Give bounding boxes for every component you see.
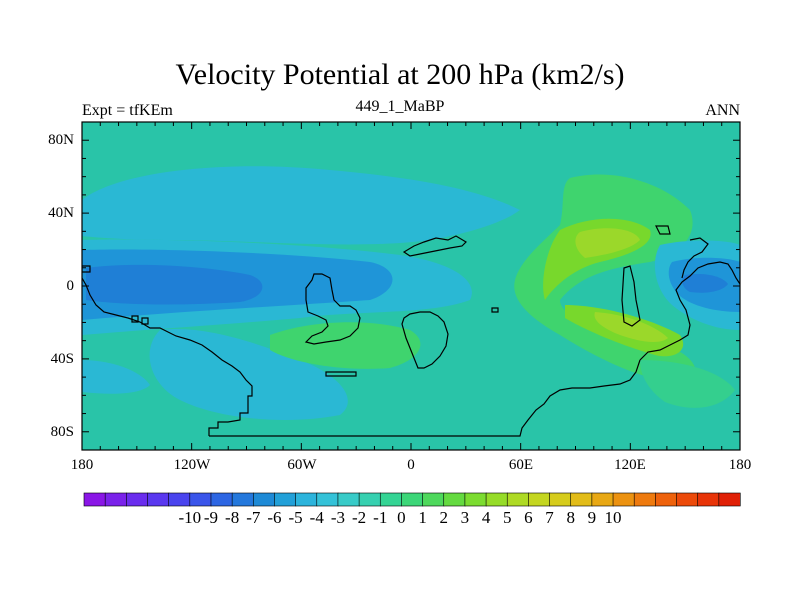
coastline-indian-region [621, 265, 641, 327]
colorbar-swatch [676, 492, 699, 507]
colorbar-swatch [718, 492, 741, 507]
colorbar-label: 3 [460, 508, 470, 527]
colorbar-swatch [379, 492, 403, 507]
lon-label-60w: 60W [287, 457, 317, 473]
colorbar-swatch [231, 492, 254, 507]
contour-green-asia [514, 174, 696, 383]
colorbar-label: -2 [352, 508, 367, 527]
season-label: ANN [705, 102, 740, 119]
lon-label-180e: 180 [728, 457, 752, 473]
colorbar-label: -9 [203, 508, 219, 527]
colorbar-swatch [316, 492, 339, 507]
coastline-korea [681, 237, 709, 279]
colorbar-swatch [612, 492, 635, 507]
colorbar-label: 0 [397, 508, 406, 527]
lat-label-80n: 80N [48, 132, 74, 148]
colorbar-swatch [485, 492, 508, 507]
colorbar-label: -6 [267, 508, 282, 527]
coastline-island-5 [82, 265, 91, 273]
colorbar-swatch [189, 492, 212, 507]
lat-label-80s: 80S [50, 424, 74, 440]
colorbar-swatch [528, 492, 551, 507]
plot-title: Velocity Potential at 200 hPa (km2/s) [175, 58, 625, 91]
lat-label-0: 0 [66, 278, 75, 294]
colorbar-label: 9 [587, 508, 597, 527]
lon-label-180w: 180 [70, 457, 94, 473]
colorbar-swatch [358, 492, 381, 507]
colorbar-swatch [168, 492, 191, 507]
colorbar-swatch [422, 492, 445, 507]
lon-label-120e: 120E [614, 457, 646, 473]
experiment-label: Expt = tfKEm [82, 102, 173, 119]
lon-label-60e: 60E [508, 457, 534, 473]
colorbar-label: -7 [246, 508, 261, 527]
coastline-japan [655, 225, 671, 235]
contour-light-blue-north [82, 166, 520, 245]
colorbar-label: 2 [439, 508, 448, 527]
coastline-australia [639, 261, 740, 361]
coastline-europe [402, 235, 467, 257]
coastline-island-2 [141, 317, 149, 325]
lat-label-40s: 40S [50, 351, 74, 367]
colorbar-label: 10 [604, 508, 622, 527]
colorbar-label: -8 [225, 508, 240, 527]
coastline-south-america [304, 273, 361, 345]
colorbar-swatch [295, 492, 318, 507]
contour-dark-blue-pacific [682, 274, 728, 293]
colorbar-label: -1 [373, 508, 388, 527]
contour-field [82, 122, 740, 450]
colorbar-swatch [147, 492, 170, 507]
coastline-antarctica [82, 277, 641, 437]
coastline-island-4 [491, 307, 499, 313]
colorbar-swatch [570, 492, 593, 507]
colorbar-swatch [104, 492, 127, 507]
colorbar-label: 1 [418, 508, 427, 527]
coastlines [82, 225, 740, 437]
colorbar-label: 5 [502, 508, 512, 527]
colorbar-label: -5 [288, 508, 303, 527]
colorbar-swatch [274, 492, 297, 507]
colorbar-swatch [697, 492, 720, 507]
colorbar-swatch [591, 492, 614, 507]
colorbar-label: 7 [545, 508, 554, 527]
contour-yellow-green-indian [594, 312, 668, 342]
colorbar-swatch [337, 492, 360, 507]
colorbar-swatch [443, 492, 466, 507]
colorbar-swatch [210, 492, 233, 507]
contour-light-blue-sw [82, 360, 150, 394]
contour-dark-blue-equator [86, 264, 263, 305]
colorbar-label: 8 [566, 508, 575, 527]
contour-yellow-green-asia [575, 228, 640, 258]
lat-label-40n: 40N [48, 205, 74, 221]
lon-label-120w: 120W [173, 457, 211, 473]
colorbar-swatch [401, 492, 424, 507]
colorbar-label: 4 [481, 508, 491, 527]
colorbar-swatch [549, 492, 572, 507]
lon-label-0: 0 [407, 457, 415, 473]
contour-light-blue-south [149, 329, 348, 420]
case-label: 449_1_MaBP [355, 98, 445, 115]
coastline-island-1 [131, 315, 139, 323]
colorbar-swatch [655, 492, 678, 507]
contour-green-atlantic [270, 322, 421, 369]
colorbar-swatch [83, 492, 106, 507]
colorbar-swatch [464, 492, 487, 507]
colorbar-label: -10 [178, 508, 202, 527]
colorbar-label: 6 [524, 508, 533, 527]
colorbar-label: -4 [309, 508, 324, 527]
colorbar-swatch [126, 492, 149, 507]
coastline-island-3 [325, 371, 357, 377]
coastline-africa [401, 311, 449, 369]
colorbar-swatch [252, 492, 276, 507]
colorbar-swatch [633, 492, 656, 507]
colorbar [83, 492, 741, 507]
colorbar-label: -3 [330, 508, 345, 527]
colorbar-swatch [506, 492, 529, 507]
contour-light-green-pacific [640, 360, 735, 408]
axis-ticks [81, 121, 741, 451]
